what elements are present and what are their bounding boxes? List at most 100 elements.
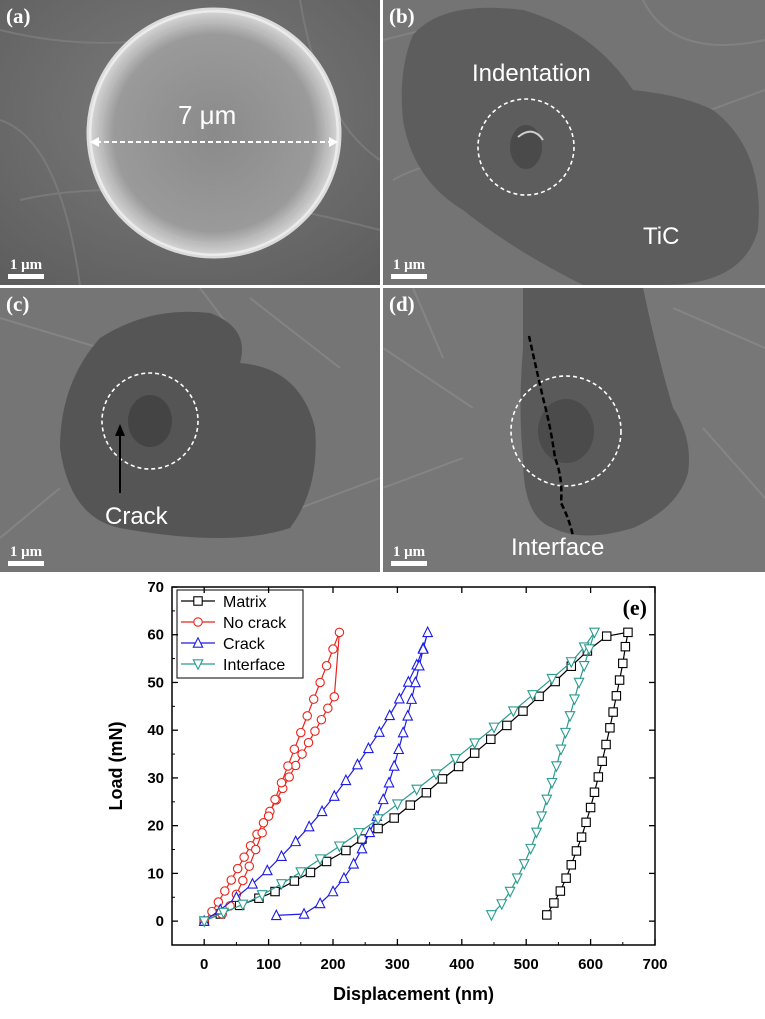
data-point xyxy=(566,860,577,870)
data-point xyxy=(275,879,288,891)
data-point xyxy=(601,739,611,750)
data-point xyxy=(323,703,333,713)
data-point xyxy=(305,867,316,878)
x-tick-label: 400 xyxy=(449,956,474,973)
data-point xyxy=(585,802,596,813)
y-tick-label: 70 xyxy=(147,579,164,596)
data-point xyxy=(405,692,418,704)
scale-bar-text-d: 1 μm xyxy=(392,544,426,560)
data-point xyxy=(527,690,539,702)
data-point xyxy=(289,876,300,886)
panel-label-a: (a) xyxy=(6,4,31,28)
data-point xyxy=(581,817,591,828)
data-point xyxy=(541,794,553,806)
y-tick-label: 40 xyxy=(147,722,164,739)
data-point xyxy=(296,727,306,738)
legend-label: No crack xyxy=(223,615,287,632)
data-point xyxy=(389,813,399,823)
data-point xyxy=(449,754,461,766)
data-point xyxy=(257,828,267,838)
data-point xyxy=(504,886,516,898)
data-point xyxy=(316,804,328,817)
data-point xyxy=(316,714,327,725)
data-point xyxy=(333,841,346,853)
data-point xyxy=(275,849,288,861)
data-point xyxy=(405,800,416,810)
x-tick-label: 0 xyxy=(200,956,208,973)
data-point xyxy=(485,910,498,922)
data-point xyxy=(549,898,559,908)
series-line xyxy=(203,632,340,922)
data-point xyxy=(373,823,383,834)
data-point xyxy=(601,631,612,641)
data-point xyxy=(502,720,512,731)
scale-bar-line-c xyxy=(8,561,44,566)
scale-bar-d: 1 μm xyxy=(391,545,427,566)
x-tick-label: 600 xyxy=(578,956,603,973)
data-point xyxy=(620,641,631,652)
micrograph-d-image xyxy=(383,288,765,572)
legend-marker xyxy=(193,617,203,627)
data-point xyxy=(411,784,423,796)
data-point xyxy=(430,769,442,781)
data-point xyxy=(546,777,558,790)
data-point xyxy=(302,711,312,721)
data-point xyxy=(364,825,376,838)
y-tick-label: 60 xyxy=(147,627,164,644)
legend-marker xyxy=(193,596,203,606)
data-point xyxy=(422,625,434,638)
scale-bar-line-a xyxy=(8,274,44,279)
plot-frame xyxy=(171,586,656,946)
data-point xyxy=(289,744,300,755)
data-point xyxy=(391,799,403,811)
series-matrix xyxy=(199,627,633,926)
data-point xyxy=(314,897,326,909)
x-tick-label: 300 xyxy=(385,956,410,973)
data-point xyxy=(469,748,480,758)
data-point xyxy=(353,828,365,840)
data-point xyxy=(486,734,496,745)
data-point xyxy=(559,727,572,740)
data-point xyxy=(384,708,396,721)
data-point xyxy=(511,873,523,885)
x-tick-label: 100 xyxy=(256,956,281,973)
data-point xyxy=(589,787,600,798)
data-point xyxy=(530,827,543,839)
micrograph-panel-b: (b) Indentation TiC 1 μm xyxy=(383,0,765,285)
data-point xyxy=(256,890,268,902)
data-point xyxy=(555,886,566,896)
data-point xyxy=(393,692,405,704)
data-point xyxy=(417,642,429,654)
series-line xyxy=(203,631,596,922)
data-point xyxy=(555,744,567,756)
data-point xyxy=(314,854,326,866)
x-axis-label: Displacement (nm) xyxy=(333,984,494,1004)
data-point xyxy=(341,845,351,856)
data-point xyxy=(244,861,255,871)
data-point xyxy=(246,877,259,889)
y-tick-label: 50 xyxy=(147,674,164,691)
data-point xyxy=(261,864,273,876)
data-point xyxy=(340,773,352,786)
data-point xyxy=(295,867,307,879)
data-point xyxy=(571,846,582,856)
scale-bar-b: 1 μm xyxy=(391,258,427,279)
data-point xyxy=(402,709,414,721)
data-point xyxy=(303,737,314,748)
data-point xyxy=(588,627,601,639)
legend-box xyxy=(176,589,304,679)
scale-bar-text-a: 1 μm xyxy=(9,257,43,273)
data-point xyxy=(496,899,508,911)
data-point xyxy=(217,907,230,919)
data-point xyxy=(550,761,563,773)
data-point xyxy=(469,738,481,750)
data-point xyxy=(377,792,389,805)
x-tick-label: 700 xyxy=(642,956,667,973)
data-point xyxy=(270,794,280,805)
data-point xyxy=(290,760,301,771)
data-point xyxy=(536,811,548,823)
data-point xyxy=(583,644,595,656)
micrograph-panel-c: (c) Crack 1 μm xyxy=(0,288,380,572)
load-displacement-chart: 0 100 200 300 400 500 600 700 0 10 20 30 40 50 60 70 (e… xyxy=(0,572,765,1014)
legend-marker xyxy=(192,636,204,648)
